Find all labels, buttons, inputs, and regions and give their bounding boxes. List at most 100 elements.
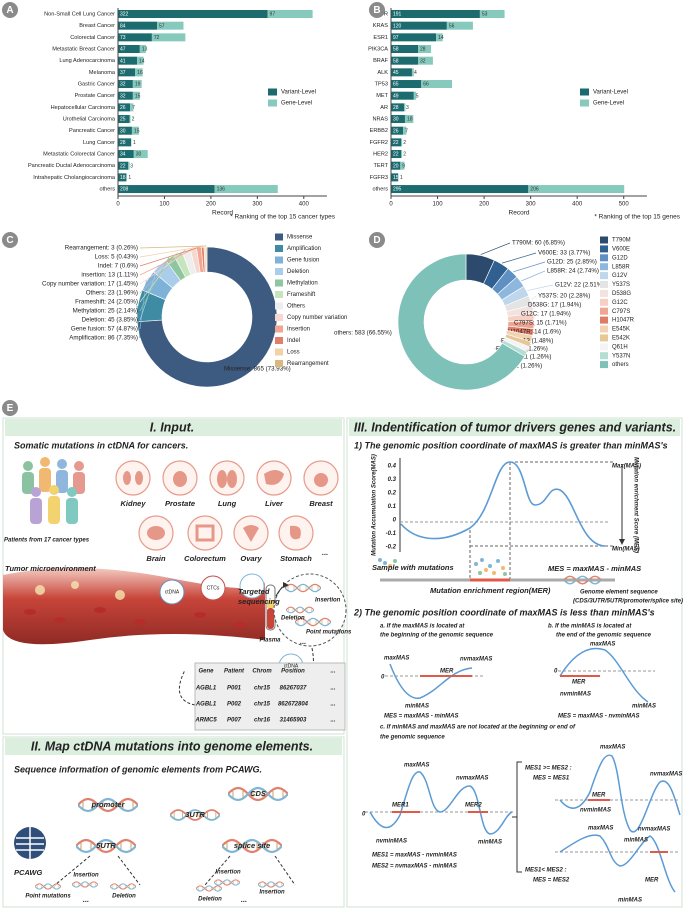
bar xyxy=(151,33,186,42)
bar xyxy=(391,21,447,30)
illustration-ellipse xyxy=(147,526,165,540)
illustration-circle xyxy=(484,568,488,572)
illustration-path xyxy=(559,647,649,703)
data-label: Methylation: 25 (2.14%) xyxy=(73,308,138,315)
diagram-text: 86267037 xyxy=(280,686,307,692)
diagram-text: the genomic sequence xyxy=(380,735,445,741)
y-tick-label: Breast Cancer xyxy=(79,23,115,29)
bar xyxy=(391,103,405,112)
diagram-text: minMAS xyxy=(618,898,642,904)
leader-line xyxy=(513,261,546,273)
illustration-use xyxy=(72,881,98,888)
diagram-text: CDS xyxy=(250,789,266,798)
data-label: 1 xyxy=(133,140,136,146)
data-label: C797S: 15 (1.71%) xyxy=(514,320,567,327)
data-label: L858R: 24 (2.74%) xyxy=(547,268,599,275)
illustration-ellipse xyxy=(94,607,106,613)
diagram-text: MER xyxy=(440,669,454,675)
illustration-rect xyxy=(73,472,85,494)
legend-swatch xyxy=(275,291,283,298)
legend-swatch xyxy=(268,99,277,107)
data-label: 295 xyxy=(393,187,402,193)
data-label: 5 xyxy=(416,93,419,99)
y-tick-label: Non-Small Cell Lung Cancer xyxy=(44,11,115,17)
data-label: 26 xyxy=(120,105,126,111)
leader-line xyxy=(139,256,170,312)
data-label: T790M: 60 (6.85%) xyxy=(512,240,565,247)
panel-label: B xyxy=(373,5,380,16)
bar xyxy=(118,126,132,135)
bar xyxy=(130,103,134,112)
data-label: Gene fusion: 57 (4.87%) xyxy=(71,326,138,333)
x-tick-label: 0 xyxy=(389,202,393,208)
data-label: 30 xyxy=(136,152,142,158)
legend-label: Insertion xyxy=(287,327,310,333)
y-tick-label: Prostate Cancer xyxy=(75,93,116,99)
bar xyxy=(118,185,215,194)
organ-shapes xyxy=(123,470,328,542)
bar xyxy=(421,80,452,89)
illustration-circle xyxy=(501,566,505,570)
data-label: 3 xyxy=(406,105,409,111)
data-label: 191 xyxy=(393,12,402,18)
y-tick-label: others xyxy=(372,187,388,193)
bar xyxy=(137,56,144,65)
legend-label: H1047R xyxy=(612,318,635,324)
legend-swatch xyxy=(600,361,608,369)
panel-badge xyxy=(369,2,385,18)
panel-badge xyxy=(2,232,18,248)
illustration-circle xyxy=(23,461,33,471)
bar xyxy=(118,173,127,182)
leader-line xyxy=(139,252,178,303)
legend-label: V600E xyxy=(612,246,630,252)
bar xyxy=(118,21,158,30)
illustration-circle xyxy=(480,558,484,562)
legend-label: Frameshift xyxy=(287,292,316,298)
bar xyxy=(391,185,529,194)
data-label: G12V: 22 (2.51%) xyxy=(555,282,604,289)
bar xyxy=(118,68,136,77)
x-tick-label: 0 xyxy=(116,202,120,208)
bar xyxy=(391,68,412,77)
diagram-text: ... xyxy=(83,895,89,904)
illustration-rect xyxy=(48,496,60,524)
illustration-rect xyxy=(194,662,346,731)
bar xyxy=(118,115,130,124)
illustration-g xyxy=(30,487,42,524)
diagram-text: Insertion xyxy=(259,890,285,896)
bar xyxy=(118,150,134,159)
data-label: G12D: 25 (2.85%) xyxy=(547,259,597,266)
diagram-text: Liver xyxy=(265,499,284,508)
illustration-path xyxy=(559,754,681,833)
illustration-rect xyxy=(267,600,274,608)
illustration-circle xyxy=(115,590,125,600)
data-label: 13 xyxy=(142,47,148,53)
leader-line xyxy=(527,284,554,291)
bar xyxy=(118,10,268,18)
panel-label: A xyxy=(6,5,13,16)
data-label: 65 xyxy=(393,82,399,88)
diagram-text: Chrom xyxy=(252,669,272,675)
legend-swatch xyxy=(275,245,283,252)
data-label: 34 xyxy=(120,152,126,158)
diagram-text: Prostate xyxy=(165,499,195,508)
illustration-circle xyxy=(200,575,226,601)
y-tick-label: Metastatic Breast Cancer xyxy=(52,46,115,52)
data-label: 15 xyxy=(135,93,141,99)
legend-label: Missense xyxy=(287,235,313,241)
section-headers xyxy=(5,419,680,755)
diagram-text: ... xyxy=(300,637,306,646)
mapping-illustration xyxy=(14,786,296,892)
legend-swatch xyxy=(600,254,608,262)
footnote: * Ranking of the top 15 genes xyxy=(594,214,680,221)
diagram-text: CTCs xyxy=(207,585,220,591)
diagram-text: MES = MES2 xyxy=(533,878,570,884)
bar xyxy=(139,45,146,54)
data-label: 28 xyxy=(393,105,399,111)
data-label: 7 xyxy=(132,105,135,111)
diagram-text: minMAS xyxy=(624,838,648,844)
data-label: 2 xyxy=(403,140,406,146)
bar xyxy=(129,115,131,124)
bar xyxy=(118,161,129,170)
bar xyxy=(391,126,404,135)
